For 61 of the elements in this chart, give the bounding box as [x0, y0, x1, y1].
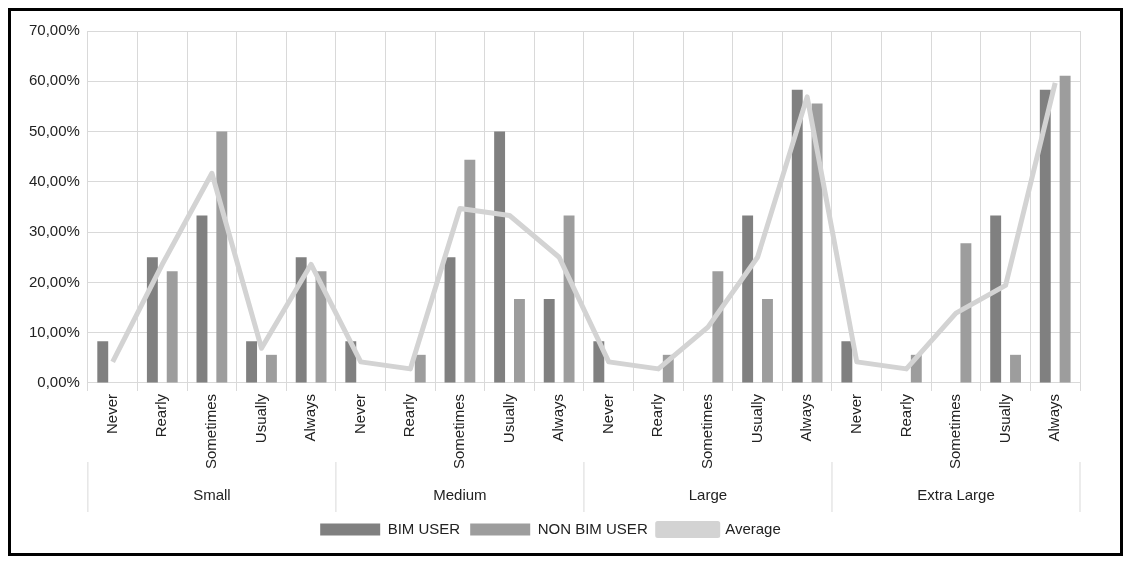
x-tick-label: Sometimes — [946, 393, 964, 470]
bar — [543, 299, 555, 383]
x-tick-label: Usually — [995, 393, 1013, 444]
bar — [1010, 354, 1021, 383]
x-tick-label: Never — [350, 393, 368, 434]
y-tick-label: 30,00% — [29, 222, 80, 240]
bar — [494, 131, 506, 383]
y-tick-label: 10,00% — [29, 322, 80, 340]
bar — [444, 257, 456, 383]
bar — [97, 341, 109, 383]
bar — [464, 159, 476, 383]
text: Small — [193, 486, 231, 504]
x-tick-label: Usually — [499, 393, 517, 444]
bar — [146, 257, 158, 383]
x-tick-label: Usually — [747, 393, 765, 444]
bar — [712, 271, 724, 383]
bar — [762, 299, 773, 383]
x-tick-label: Rearly — [400, 393, 418, 438]
bar — [811, 103, 823, 383]
x-tick-label: Never — [102, 393, 120, 434]
text: Large — [688, 486, 728, 504]
legend-label: Average — [725, 519, 781, 537]
x-tick-label: Sometimes — [450, 393, 468, 470]
x-tick-label: Rearly — [896, 393, 914, 438]
x-tick-label: Always — [1045, 393, 1063, 442]
bar — [513, 299, 525, 383]
x-tick-label: Rearly — [648, 393, 666, 438]
x-tick-label: Sometimes — [202, 393, 220, 470]
y-tick-label: 50,00% — [29, 121, 80, 139]
bar — [1039, 89, 1051, 383]
x-tick-label: Always — [797, 393, 815, 442]
bar — [414, 354, 426, 383]
x-tick-label: Usually — [251, 393, 269, 444]
legend-label: NON BIM USER — [537, 519, 648, 537]
y-tick-label: 70,00% — [29, 21, 80, 39]
bar — [246, 341, 258, 383]
text: Extra Large — [917, 486, 995, 504]
bar — [1059, 75, 1071, 383]
text: Medium — [433, 486, 487, 504]
legend-label: BIM USER — [387, 519, 461, 537]
bar — [960, 243, 972, 383]
y-tick-label: 60,00% — [29, 71, 80, 89]
bar — [742, 215, 754, 383]
x-tick-label: Sometimes — [698, 393, 716, 470]
y-tick-label: 20,00% — [29, 272, 80, 290]
bar — [216, 131, 228, 383]
bar — [265, 354, 277, 383]
bar — [196, 215, 208, 383]
x-tick-label: Rearly — [152, 393, 170, 438]
bar — [990, 215, 1002, 383]
x-tick-label: Always — [301, 393, 319, 442]
x-tick-label: Never — [598, 393, 616, 434]
x-tick-label: Always — [549, 393, 567, 442]
y-tick-label: 40,00% — [29, 171, 80, 189]
bar — [166, 271, 178, 383]
bar — [295, 257, 307, 383]
bar — [791, 89, 803, 383]
x-tick-label: Never — [846, 393, 864, 434]
bar — [841, 341, 853, 383]
y-tick-label: 0,00% — [37, 373, 80, 391]
bar — [563, 215, 575, 383]
